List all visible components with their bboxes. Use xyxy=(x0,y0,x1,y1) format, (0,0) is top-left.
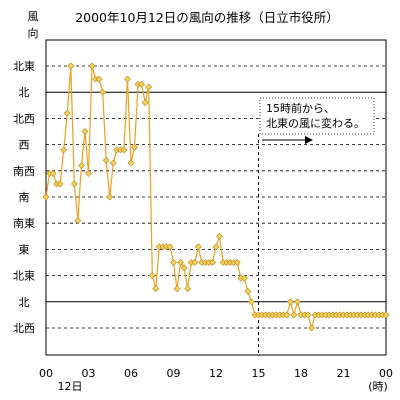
y-tick-label: 北東 xyxy=(13,60,35,73)
data-point xyxy=(60,146,68,154)
data-point xyxy=(70,180,78,188)
y-tick-label: 北西 xyxy=(13,112,35,125)
x-tick-label: 00 xyxy=(39,367,53,380)
data-point xyxy=(184,285,192,293)
data-point xyxy=(194,243,202,251)
y-tick-label: 南西 xyxy=(13,165,35,178)
data-point xyxy=(382,311,390,319)
x-axis-unit: (時) xyxy=(368,380,388,393)
annotation-box xyxy=(259,97,375,135)
series-markers xyxy=(42,62,390,332)
data-point xyxy=(244,287,252,295)
data-point xyxy=(63,109,71,117)
y-tick-label: 南東 xyxy=(13,217,35,230)
y-axis-label-char: 風 xyxy=(28,10,39,23)
x-tick-label: 00 xyxy=(379,367,393,380)
data-point xyxy=(145,83,153,91)
data-point xyxy=(42,193,50,201)
data-point xyxy=(191,259,199,266)
annotation-text: 15時前から、 xyxy=(266,101,335,115)
data-point xyxy=(131,143,138,151)
y-tick-label: 北 xyxy=(19,86,30,99)
data-point xyxy=(106,193,114,201)
y-tick-label: 東 xyxy=(19,243,30,256)
y-tick-label: 西 xyxy=(19,139,30,152)
data-point xyxy=(67,62,75,70)
data-point xyxy=(177,259,185,266)
x-tick-label: 18 xyxy=(294,367,308,380)
data-point xyxy=(304,311,312,319)
data-point xyxy=(120,146,128,154)
y-axis-label-char: 向 xyxy=(28,26,39,40)
data-point xyxy=(124,75,131,83)
data-point xyxy=(74,217,82,225)
x-tick-label: 09 xyxy=(167,367,181,380)
data-point xyxy=(290,311,298,319)
x-tick-label: 03 xyxy=(82,367,96,380)
data-point xyxy=(99,88,107,96)
data-point xyxy=(294,298,301,306)
data-point xyxy=(152,285,160,293)
y-tick-label: 南 xyxy=(19,191,30,204)
data-point xyxy=(77,162,85,169)
data-point xyxy=(209,259,216,266)
date-label: 12日 xyxy=(58,380,83,393)
data-point xyxy=(166,243,174,251)
data-point xyxy=(212,243,220,251)
data-point xyxy=(49,169,57,177)
data-point xyxy=(95,75,103,83)
data-point xyxy=(109,159,117,167)
data-point xyxy=(138,80,146,88)
data-point xyxy=(102,156,110,164)
data-point xyxy=(127,159,135,167)
y-tick-label: 北 xyxy=(19,296,30,309)
data-point xyxy=(247,298,255,306)
x-tick-labels: 00 03 06 09 12 15 18 21 00 xyxy=(39,367,393,380)
data-point xyxy=(308,324,316,332)
data-point xyxy=(170,259,177,266)
data-point xyxy=(286,298,294,306)
plot-frame xyxy=(45,39,387,356)
data-point xyxy=(173,285,181,293)
y-axis-label: 風向 xyxy=(28,10,39,40)
data-point xyxy=(141,99,149,107)
data-point xyxy=(240,274,248,282)
data-point xyxy=(283,311,291,319)
data-point xyxy=(85,169,92,177)
data-point xyxy=(216,232,223,240)
x-tick-label: 12 xyxy=(209,367,223,380)
y-tick-label: 北東 xyxy=(13,270,35,283)
annotation-arrowhead xyxy=(305,136,313,144)
annotation-text: 北東の風に変わる。 xyxy=(266,116,365,130)
data-point xyxy=(148,272,156,280)
y-tick-label: 北西 xyxy=(13,322,35,335)
data-point xyxy=(81,128,89,135)
data-point xyxy=(56,180,64,188)
x-tick-label: 15 xyxy=(252,367,266,380)
data-point xyxy=(233,259,241,266)
chart-title: 2000年10月12日の風向の推移（日立市役所） xyxy=(75,10,339,25)
data-point xyxy=(180,264,188,272)
data-point xyxy=(88,62,96,70)
x-tick-label: 21 xyxy=(337,367,351,380)
x-tick-label: 06 xyxy=(124,367,138,380)
annotation: 15時前から、北東の風に変わる。 xyxy=(258,97,375,355)
